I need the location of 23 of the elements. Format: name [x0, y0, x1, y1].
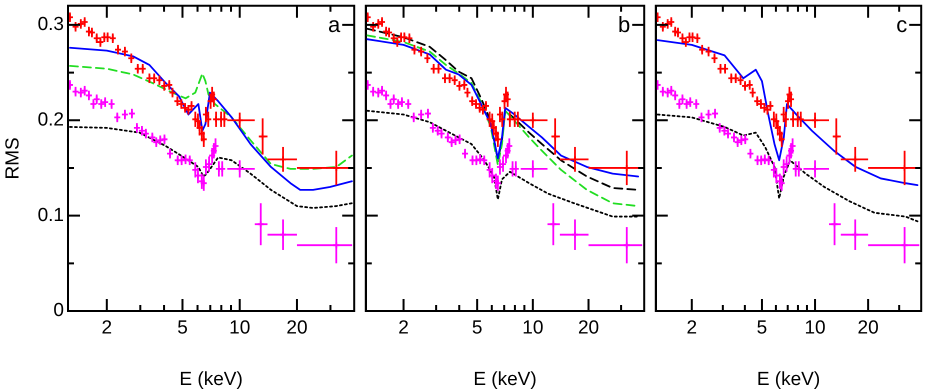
- x-tick-label: 20: [858, 318, 879, 339]
- y-tick-label: 0.2: [38, 109, 64, 130]
- annotation: a: [328, 12, 341, 37]
- x-tick-label: 5: [472, 318, 482, 339]
- x-tick-label: 10: [804, 318, 826, 339]
- x-axis-title: E (keV): [756, 368, 820, 390]
- x-tick-label: 10: [522, 318, 544, 339]
- x-axis-title: E (keV): [473, 368, 537, 390]
- x-tick-label: 5: [756, 318, 768, 339]
- y-tick-label: 0.3: [38, 14, 64, 36]
- x-tick-label: 5: [177, 318, 188, 339]
- annotation: b: [618, 12, 630, 37]
- x-tick-label: 10: [229, 318, 250, 339]
- x-tick-label: 20: [286, 318, 308, 339]
- x-axis-title: E (keV): [179, 368, 243, 390]
- annotation: c: [896, 12, 908, 37]
- x-tick-label: 2: [686, 318, 698, 339]
- x-tick-label: 20: [578, 318, 600, 339]
- y-tick-label: 0.1: [38, 204, 64, 226]
- x-tick-label: 2: [102, 318, 112, 339]
- y-axis-title: RMS: [2, 137, 24, 180]
- x-tick-label: 2: [398, 318, 409, 339]
- y-tick-label: 0: [53, 300, 64, 322]
